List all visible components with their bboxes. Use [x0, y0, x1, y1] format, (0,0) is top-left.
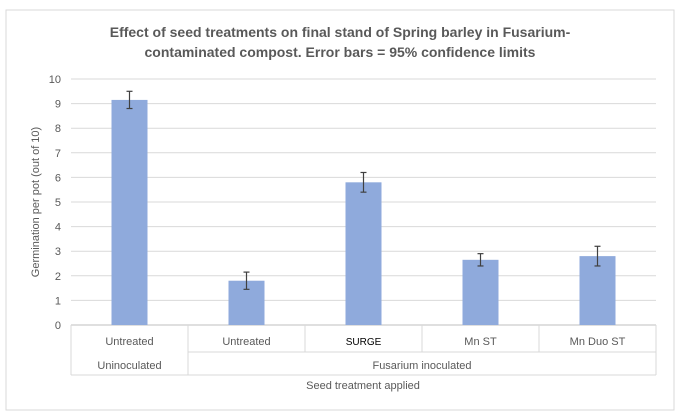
- x-category-label: Untreated: [222, 336, 270, 348]
- bars: [111, 99, 616, 325]
- y-tick-label: 2: [55, 271, 61, 283]
- bar: [579, 256, 616, 325]
- y-tick-label: 6: [55, 172, 61, 184]
- x-category-label: Mn Duo ST: [570, 336, 626, 348]
- bar: [462, 259, 499, 325]
- chart-border: [5, 9, 675, 411]
- x-category-label: Untreated: [105, 336, 153, 348]
- y-tick-label: 7: [55, 148, 61, 160]
- chart-title-line-1: Effect of seed treatments on final stand…: [110, 24, 571, 40]
- x-group-label: Fusarium inoculated: [372, 360, 471, 372]
- y-tick-label: 5: [55, 197, 61, 209]
- x-category-label: SURGE: [346, 337, 382, 348]
- bar: [111, 99, 148, 325]
- y-axis-title: Germination per pot (out of 10): [30, 127, 42, 277]
- bar: [345, 182, 382, 325]
- x-category-label: Mn ST: [464, 336, 497, 348]
- x-axis-categories: Untreated Untreated SURGE Mn ST Mn Duo ST Uni…: [70, 325, 657, 376]
- y-tick-label: 10: [49, 74, 61, 86]
- y-axis-ticks: 0 1 2 3 4 5 6 7 8 9 10: [49, 74, 61, 332]
- y-tick-label: 4: [55, 222, 61, 234]
- y-tick-label: 9: [55, 99, 61, 111]
- error-bars: [126, 90, 601, 290]
- chart-title-line-2: contaminated compost. Error bars = 95% c…: [145, 44, 536, 60]
- y-tick-label: 1: [55, 295, 61, 307]
- y-tick-label: 3: [55, 246, 61, 258]
- x-axis-title: Seed treatment applied: [306, 380, 420, 392]
- y-tick-label: 8: [55, 123, 61, 135]
- x-group-label: Uninoculated: [97, 360, 161, 372]
- y-tick-label: 0: [55, 320, 61, 332]
